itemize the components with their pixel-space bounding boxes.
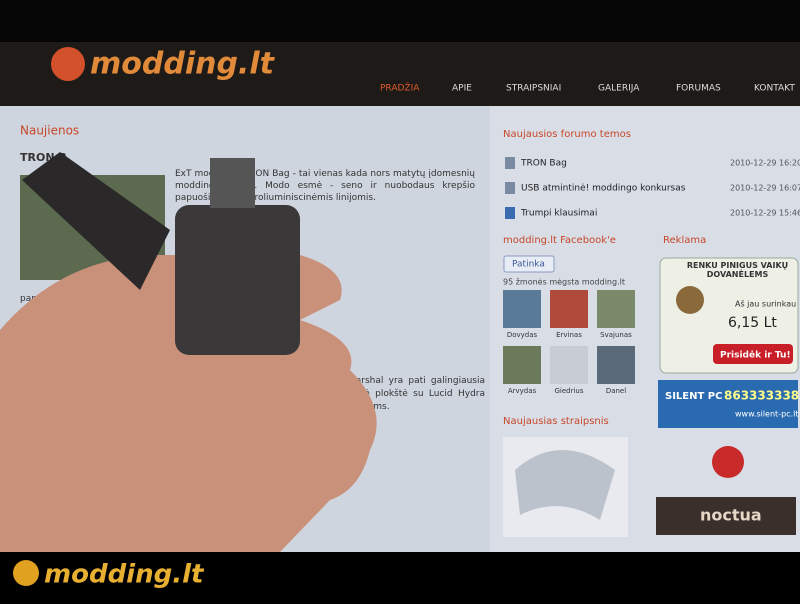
noctua-label: noctua	[700, 506, 762, 525]
topic-link[interactable]: TRON Bag	[520, 159, 567, 169]
charity-button[interactable]	[713, 344, 793, 364]
fan-photo	[503, 290, 541, 328]
fan-photo	[550, 290, 588, 328]
like-button[interactable]	[503, 255, 555, 273]
news-text: ExT modo 29 - TRON Bag - tai vienas kada…	[175, 169, 475, 203]
nav-link[interactable]: PRADŽIA	[380, 82, 420, 94]
fan-name: Arvydas	[508, 387, 537, 395]
fan-photo	[597, 346, 635, 384]
charity-button-label: Prisidėk ir Tu!	[720, 351, 791, 361]
topic-link[interactable]: USB atmintinė! moddingo konkursas	[521, 184, 686, 194]
section-title: Naujausios forumo temos	[503, 129, 631, 140]
logo: modding.lt	[90, 47, 276, 82]
topic-icon	[505, 157, 515, 169]
fan-photo	[550, 346, 588, 384]
fan-name: Danel	[606, 387, 626, 395]
fan-name: Giedrius	[554, 387, 583, 395]
section-title: modding.lt Facebook'e	[503, 235, 616, 246]
silentpc-phone: 863333338	[724, 389, 799, 403]
topic-icon	[505, 207, 515, 219]
topic-date: 2010-12-29 16:20	[730, 159, 800, 168]
fan-name: Svajunas	[600, 331, 632, 339]
fan-count: 95 žmonės mėgsta modding.lt	[503, 278, 625, 287]
nav-link[interactable]: GALERIJA	[598, 84, 640, 94]
nav-link[interactable]: APIE	[452, 84, 472, 94]
teddy-bear	[676, 286, 704, 314]
lighter-lid	[22, 152, 170, 290]
fan-name: Ervinas	[556, 331, 582, 339]
charity-collected: Aš jau surinkau	[735, 299, 796, 309]
nav-link[interactable]: FORUMAS	[676, 84, 721, 94]
topic-date: 2010-12-29 16:07	[730, 184, 800, 193]
section-title: Reklama	[663, 235, 706, 246]
watermark-icon	[13, 560, 39, 586]
section-title: Naujausias straipsnis	[503, 416, 609, 427]
charity-headline: RENKU PINIGUS VAIKŲ DOVANĖLEMS	[686, 261, 789, 279]
cooler-image	[515, 450, 615, 520]
nav-link[interactable]: KONTAKT	[754, 84, 795, 94]
fan-name: Dovydas	[507, 331, 538, 339]
like-label: Patinka	[512, 260, 545, 270]
topic-link[interactable]: Trumpi klausimai	[520, 209, 597, 219]
fan-photo	[597, 290, 635, 328]
section-title: Naujienos	[20, 124, 79, 138]
news-text-box: ExT modo 29 - TRON Bag - tai vienas kada…	[175, 169, 475, 203]
charity-amount: 6,15 Lt	[728, 315, 777, 331]
bottom-band	[0, 552, 800, 600]
lighter-chimney	[210, 158, 255, 208]
logo-icon	[51, 47, 85, 81]
site-header	[0, 42, 800, 106]
watermark: modding.lt	[44, 560, 205, 590]
badge	[712, 446, 744, 478]
topic-date: 2010-12-29 15:46	[730, 209, 800, 218]
silentpc-brand: SILENT PC	[665, 391, 722, 402]
topic-icon	[505, 182, 515, 194]
nav-link[interactable]: STRAIPSNIAI	[506, 84, 561, 94]
charity-headline-box: RENKU PINIGUS VAIKŲ DOVANĖLEMS	[686, 261, 789, 279]
lighter-body	[175, 205, 300, 355]
noctua-ad[interactable]	[656, 497, 796, 535]
silentpc-ad[interactable]	[658, 380, 798, 428]
silentpc-url: www.silent-pc.lt	[735, 410, 798, 419]
fan-photo	[503, 346, 541, 384]
